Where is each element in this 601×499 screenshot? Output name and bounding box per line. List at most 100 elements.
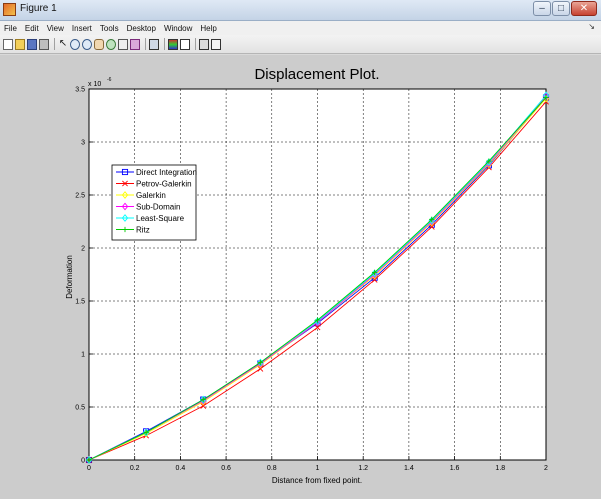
y-exponent: -6	[107, 77, 112, 83]
data-point	[257, 359, 263, 366]
new-figure-icon[interactable]	[3, 38, 13, 50]
link-plot-icon[interactable]	[149, 38, 159, 50]
y-tick-label: 1	[81, 352, 85, 359]
show-plot-tools-icon[interactable]	[211, 38, 221, 50]
legend-label: Galerkin	[136, 191, 166, 200]
zoom-in-icon[interactable]	[70, 38, 80, 50]
x-tick-label: 0.6	[221, 465, 231, 472]
x-tick-label: 0.4	[176, 465, 186, 472]
legend-entry[interactable]: Ritz	[116, 226, 150, 235]
rotate-3d-icon[interactable]	[106, 38, 116, 50]
x-tick-label: 1.6	[450, 465, 460, 472]
x-tick-label: 1.2	[358, 465, 368, 472]
menu-file[interactable]: File	[4, 23, 17, 33]
y-tick-labels: 0 0.5 1 1.5 2 2.5 3 3.5	[75, 87, 85, 465]
x-tick-label: 0.2	[130, 465, 140, 472]
chart-legend[interactable]: Direct Integration Petrov-Galerkin Galerki…	[111, 164, 197, 241]
data-point	[121, 202, 129, 211]
data-point	[314, 324, 321, 331]
y-tick-label: 0	[81, 458, 85, 465]
pointer-arrow-icon[interactable]: ↖	[58, 37, 68, 49]
y-tick-label: 2.5	[75, 193, 85, 200]
menu-help[interactable]: Help	[200, 23, 217, 33]
data-point	[121, 214, 129, 222]
data-point	[371, 276, 378, 283]
data-point	[486, 158, 492, 164]
data-point	[122, 226, 128, 233]
data-point	[86, 457, 92, 463]
toolbar-separator	[145, 38, 146, 50]
data-point	[485, 159, 493, 168]
data-series	[85, 91, 550, 464]
figure-canvas: 0 0.2 0.4 0.6 0.8 1 1.2 1.4 1.6 1.8 2 0 0.5 1 1.5 2 2.5…	[0, 55, 601, 499]
brush-icon[interactable]	[130, 38, 140, 50]
print-icon[interactable]	[39, 38, 49, 50]
data-point	[200, 403, 207, 409]
x-tick-label: 1.4	[404, 465, 414, 472]
menu-tools[interactable]: Tools	[99, 23, 119, 33]
open-file-icon[interactable]	[15, 38, 25, 50]
toolbar-separator	[164, 38, 165, 50]
menu-view[interactable]: View	[46, 23, 64, 33]
close-button[interactable]: ✕	[571, 1, 597, 16]
legend-label: Least-Square	[136, 214, 185, 223]
pan-hand-icon[interactable]	[94, 38, 104, 50]
data-point	[543, 94, 549, 101]
x-tick-label: 0.8	[267, 465, 277, 472]
data-point	[200, 396, 206, 403]
x-tick-label: 2	[544, 465, 548, 472]
data-point	[143, 429, 149, 436]
legend-icon[interactable]	[180, 38, 190, 50]
y-tick-label: 3	[81, 140, 85, 147]
y-tick-label: 2	[81, 246, 85, 253]
zoom-out-icon[interactable]	[82, 38, 92, 50]
legend-entry[interactable]: Direct Integration	[116, 168, 197, 177]
data-point	[122, 180, 128, 187]
y-exponent-base: x 10	[88, 81, 101, 88]
legend-label: Petrov-Galerkin	[136, 180, 192, 189]
x-tick-labels: 0 0.2 0.4 0.6 0.8 1 1.2 1.4 1.6 1.8 2	[87, 465, 548, 472]
figure-toolbar: ↖	[0, 35, 601, 54]
data-cursor-icon[interactable]	[118, 38, 128, 50]
legend-label: Direct Integration	[136, 168, 197, 177]
minimize-button[interactable]: –	[533, 1, 551, 16]
y-axis-label: Deformation	[65, 255, 74, 299]
legend-entry[interactable]: Least-Square	[116, 214, 185, 223]
maximize-button[interactable]: □	[552, 1, 570, 16]
displacement-chart[interactable]: 0 0.2 0.4 0.6 0.8 1 1.2 1.4 1.6 1.8 2 0 0.5 1 1.5 2 2.5…	[0, 55, 601, 499]
toolbar-separator	[195, 38, 196, 50]
window-controls: – □ ✕	[532, 1, 597, 17]
legend-label: Ritz	[136, 226, 150, 235]
x-tick-label: 1.8	[495, 465, 505, 472]
series-line	[88, 97, 547, 461]
data-point	[121, 168, 129, 176]
menu-edit[interactable]: Edit	[24, 23, 39, 33]
menu-desktop[interactable]: Desktop	[126, 23, 156, 33]
save-icon[interactable]	[27, 38, 37, 50]
menu-bar: File Edit View Insert Tools Desktop Wind…	[0, 21, 601, 35]
dock-arrow-icon[interactable]: ↘	[588, 22, 595, 31]
toolbar-separator	[54, 38, 55, 50]
menu-insert[interactable]: Insert	[71, 23, 92, 33]
data-point	[429, 216, 435, 222]
y-tick-label: 3.5	[75, 87, 85, 94]
legend-entry[interactable]: Sub-Domain	[116, 203, 180, 212]
y-tick-label: 0.5	[75, 405, 85, 412]
y-tick-label: 1.5	[75, 299, 85, 306]
series-group	[86, 94, 549, 463]
data-point	[428, 217, 435, 226]
x-tick-label: 0	[87, 465, 91, 472]
menu-window[interactable]: Window	[163, 23, 193, 33]
title-bar[interactable]: Figure 1 – □ ✕	[0, 0, 601, 21]
hide-plot-tools-icon[interactable]	[199, 38, 209, 50]
matlab-figure-icon	[3, 3, 16, 16]
data-point	[428, 223, 435, 230]
window-title: Figure 1	[20, 3, 57, 14]
data-point	[121, 191, 129, 199]
legend-entry[interactable]: Galerkin	[116, 191, 166, 200]
legend-entry[interactable]: Petrov-Galerkin	[116, 180, 192, 189]
colorbar-icon[interactable]	[168, 38, 178, 50]
data-point	[257, 365, 264, 372]
data-point	[314, 317, 321, 323]
